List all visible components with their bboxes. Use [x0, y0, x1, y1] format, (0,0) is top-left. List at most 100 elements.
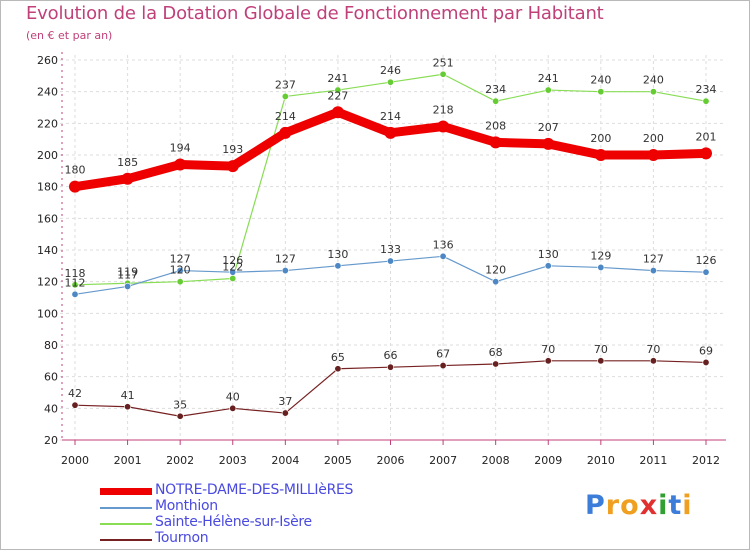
data-point	[384, 126, 397, 139]
data-label: 126	[696, 254, 717, 267]
data-point	[544, 262, 552, 270]
x-tick-label: 2009	[534, 454, 562, 467]
data-point	[649, 88, 657, 96]
data-label: 35	[173, 398, 187, 411]
data-label: 70	[646, 343, 660, 356]
series-lines	[69, 70, 712, 420]
data-label: 180	[65, 164, 86, 177]
data-point	[649, 267, 657, 275]
data-point	[702, 97, 710, 105]
x-tick-label: 2000	[61, 454, 89, 467]
data-label: 234	[696, 83, 717, 96]
logo-letter: P	[585, 490, 606, 521]
data-point	[700, 147, 712, 160]
data-point	[544, 86, 552, 94]
data-point	[226, 160, 239, 173]
data-label: 118	[65, 267, 86, 280]
data-point	[69, 180, 81, 193]
data-label: 194	[170, 142, 191, 155]
data-label: 70	[594, 343, 608, 356]
data-label: 218	[433, 104, 454, 117]
data-label: 41	[121, 389, 135, 402]
data-point	[492, 360, 500, 368]
data-label: 40	[226, 390, 240, 403]
data-point	[334, 86, 342, 94]
data-point	[176, 267, 184, 275]
y-tick-label: 180	[37, 181, 58, 194]
data-point	[229, 274, 237, 282]
data-label: 112	[65, 276, 86, 289]
y-tick-label: 100	[37, 307, 58, 320]
y-tick-label: 140	[37, 244, 58, 257]
data-point	[121, 172, 134, 185]
data-label: 214	[380, 110, 401, 123]
data-label: 68	[489, 346, 503, 359]
data-point	[702, 268, 710, 276]
x-tick-label: 2012	[692, 454, 720, 467]
data-point	[439, 362, 447, 370]
data-point	[702, 358, 710, 366]
data-point	[331, 106, 344, 119]
data-point	[71, 281, 79, 289]
data-label: 193	[222, 143, 243, 156]
data-point	[229, 268, 237, 276]
legend-swatch-tournon	[100, 539, 152, 541]
data-label: 200	[590, 132, 611, 145]
legend-label-notre-dame: NOTRE-DAME-DES-MILLIèRES	[155, 482, 354, 498]
data-label: 208	[485, 119, 506, 132]
data-label: 240	[590, 74, 611, 87]
data-label: 70	[541, 343, 555, 356]
x-tick-label: 2004	[271, 454, 299, 467]
y-tick-label: 260	[37, 54, 58, 67]
data-label: 241	[538, 72, 559, 85]
data-label: 234	[485, 83, 506, 96]
data-label: 127	[643, 253, 664, 266]
data-point	[281, 92, 289, 100]
y-tick-labels: 20 40 60 80 100 120 140 160 180 200 220 240 260	[37, 54, 58, 447]
data-point	[386, 363, 394, 371]
y-tick-label: 160	[37, 212, 58, 225]
data-label: 126	[222, 254, 243, 267]
data-point	[542, 137, 555, 150]
data-label: 127	[275, 253, 296, 266]
chart-title: Evolution de la Dotation Globale de Fonc…	[26, 3, 604, 24]
data-label: 207	[538, 121, 559, 134]
data-point	[437, 120, 450, 133]
legend-label-sainte-helene: Sainte-Hélène-sur-Isère	[155, 514, 312, 530]
data-label: 37	[278, 395, 292, 408]
legend-label-tournon: Tournon	[155, 530, 209, 546]
logo-letter: i	[682, 490, 693, 521]
legend-swatch-monthion	[100, 507, 152, 509]
data-point	[597, 88, 605, 96]
data-label: 122	[222, 261, 243, 274]
legend-swatch-notre-dame	[100, 488, 152, 495]
data-label: 237	[275, 78, 296, 91]
data-label: 130	[538, 248, 559, 261]
data-label: 200	[643, 132, 664, 145]
data-label: 201	[696, 130, 717, 143]
data-point	[597, 263, 605, 271]
data-point	[124, 282, 132, 290]
data-point	[124, 403, 132, 411]
data-label: 69	[699, 344, 713, 357]
data-label: 136	[433, 238, 454, 251]
legend-label-monthion: Monthion	[155, 498, 218, 514]
logo-letter: i	[658, 490, 669, 521]
x-tick-label: 2011	[639, 454, 667, 467]
data-point	[71, 290, 79, 298]
x-tick-label: 2008	[482, 454, 510, 467]
y-tick-label: 200	[37, 149, 58, 162]
data-label: 120	[485, 264, 506, 277]
data-label: 129	[590, 249, 611, 262]
x-tick-label: 2006	[377, 454, 405, 467]
data-label: 227	[327, 89, 348, 102]
data-point	[439, 252, 447, 260]
data-label: 251	[433, 56, 454, 69]
x-tick-label: 2010	[587, 454, 615, 467]
data-point	[492, 97, 500, 105]
data-point	[176, 278, 184, 286]
data-point	[597, 357, 605, 365]
data-label: 120	[170, 264, 191, 277]
logo-letter: t	[668, 490, 683, 521]
data-label: 119	[117, 265, 138, 278]
